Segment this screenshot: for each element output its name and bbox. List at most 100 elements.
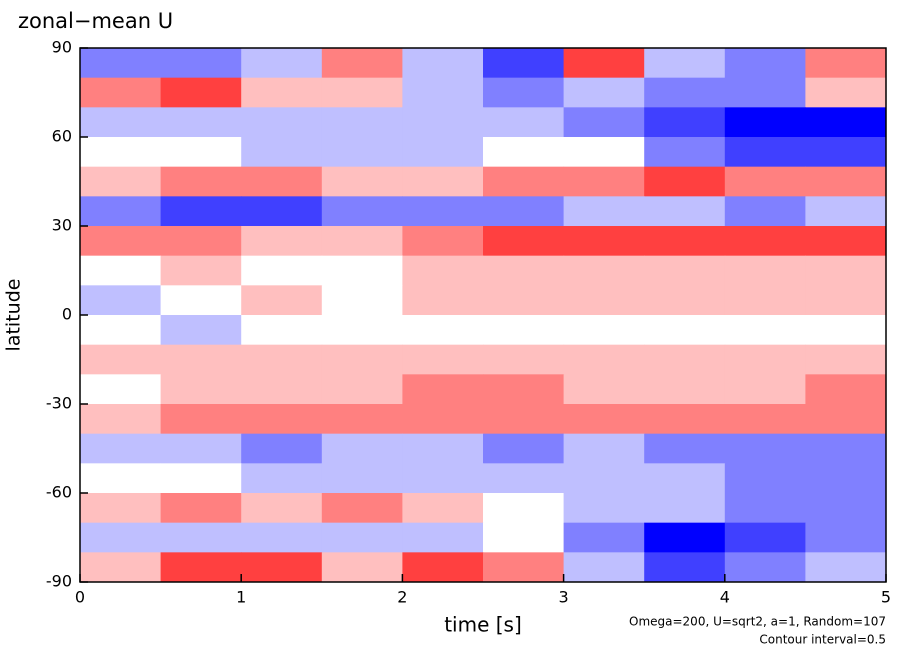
heat-cell bbox=[80, 433, 162, 464]
heat-cell bbox=[483, 404, 565, 435]
heat-cell bbox=[80, 493, 162, 524]
heat-cell bbox=[80, 137, 162, 168]
heat-cell bbox=[241, 552, 323, 583]
heat-cell bbox=[241, 166, 323, 197]
heat-cell bbox=[805, 522, 887, 553]
heat-cell bbox=[402, 285, 484, 316]
heat-cell bbox=[724, 552, 806, 583]
heat-cell bbox=[321, 404, 403, 435]
x-tick-label: 0 bbox=[75, 588, 85, 607]
heat-cell bbox=[644, 137, 726, 168]
heat-cell bbox=[483, 107, 565, 138]
heat-cell bbox=[483, 374, 565, 405]
heat-cell bbox=[724, 255, 806, 286]
heat-cell bbox=[402, 404, 484, 435]
x-tick-label: 5 bbox=[881, 588, 891, 607]
annotation: Contour interval=0.5 bbox=[759, 633, 886, 647]
x-tick-label: 2 bbox=[397, 588, 407, 607]
heat-cell bbox=[805, 374, 887, 405]
heat-cell bbox=[644, 255, 726, 286]
heat-cell bbox=[321, 166, 403, 197]
y-tick-label: -30 bbox=[46, 394, 72, 413]
heat-cell bbox=[483, 493, 565, 524]
heat-cell bbox=[805, 196, 887, 227]
heat-cell bbox=[724, 196, 806, 227]
heat-cell bbox=[241, 315, 323, 346]
heat-cell bbox=[80, 315, 162, 346]
heat-cell bbox=[160, 463, 242, 494]
heat-cell bbox=[160, 433, 242, 464]
heat-cell bbox=[402, 48, 484, 79]
heat-cell bbox=[241, 226, 323, 257]
heat-cell bbox=[483, 522, 565, 553]
heat-cell bbox=[160, 137, 242, 168]
heat-cell bbox=[563, 433, 645, 464]
heat-cell bbox=[563, 48, 645, 79]
heat-cell bbox=[805, 166, 887, 197]
y-axis-label: latitude bbox=[3, 279, 25, 352]
heat-cell bbox=[321, 433, 403, 464]
heat-cell bbox=[402, 433, 484, 464]
heat-cell bbox=[563, 374, 645, 405]
heat-cell bbox=[160, 107, 242, 138]
x-tick-label: 3 bbox=[559, 588, 569, 607]
heat-cell bbox=[483, 433, 565, 464]
heat-cell bbox=[644, 552, 726, 583]
heat-cell bbox=[563, 166, 645, 197]
heat-cell bbox=[483, 552, 565, 583]
heat-cell bbox=[241, 344, 323, 375]
heat-cell bbox=[321, 522, 403, 553]
heat-cell bbox=[724, 107, 806, 138]
heat-cell bbox=[402, 196, 484, 227]
heat-cell bbox=[241, 374, 323, 405]
y-tick-label: 30 bbox=[52, 216, 72, 235]
heat-cell bbox=[644, 463, 726, 494]
heat-cell bbox=[563, 226, 645, 257]
heat-cell bbox=[402, 552, 484, 583]
heat-cell bbox=[563, 196, 645, 227]
y-tick-label: 0 bbox=[62, 305, 72, 324]
heat-cell bbox=[160, 285, 242, 316]
heat-cell bbox=[644, 285, 726, 316]
heat-cell bbox=[80, 463, 162, 494]
heat-cell bbox=[321, 374, 403, 405]
heat-cell bbox=[80, 344, 162, 375]
y-tick-label: 90 bbox=[52, 38, 72, 57]
heat-cell bbox=[321, 48, 403, 79]
heat-cell bbox=[644, 404, 726, 435]
heat-cell bbox=[321, 196, 403, 227]
heat-cell bbox=[160, 493, 242, 524]
heat-cell bbox=[80, 404, 162, 435]
heat-cell bbox=[563, 522, 645, 553]
heat-cell bbox=[724, 374, 806, 405]
heat-cell bbox=[160, 255, 242, 286]
heat-cell bbox=[80, 285, 162, 316]
x-tick-label: 1 bbox=[236, 588, 246, 607]
heat-cell bbox=[724, 315, 806, 346]
heat-cell bbox=[644, 226, 726, 257]
heat-cell bbox=[805, 285, 887, 316]
heat-cell bbox=[724, 48, 806, 79]
y-tick-label: -90 bbox=[46, 572, 72, 591]
heat-cell bbox=[321, 107, 403, 138]
heat-cell bbox=[724, 433, 806, 464]
heat-cell bbox=[563, 255, 645, 286]
heat-cell bbox=[483, 48, 565, 79]
heat-cell bbox=[805, 404, 887, 435]
heat-cell bbox=[644, 493, 726, 524]
heat-cell bbox=[402, 226, 484, 257]
heat-cell bbox=[241, 493, 323, 524]
heat-cell bbox=[80, 552, 162, 583]
heat-cell bbox=[724, 285, 806, 316]
heat-cell bbox=[644, 315, 726, 346]
heat-cell bbox=[644, 166, 726, 197]
heat-cell bbox=[160, 404, 242, 435]
heat-cell bbox=[402, 107, 484, 138]
heat-cell bbox=[483, 463, 565, 494]
heat-cell bbox=[483, 285, 565, 316]
heat-cell bbox=[483, 196, 565, 227]
heat-cell bbox=[563, 493, 645, 524]
heat-cell bbox=[724, 137, 806, 168]
heat-cell bbox=[563, 404, 645, 435]
